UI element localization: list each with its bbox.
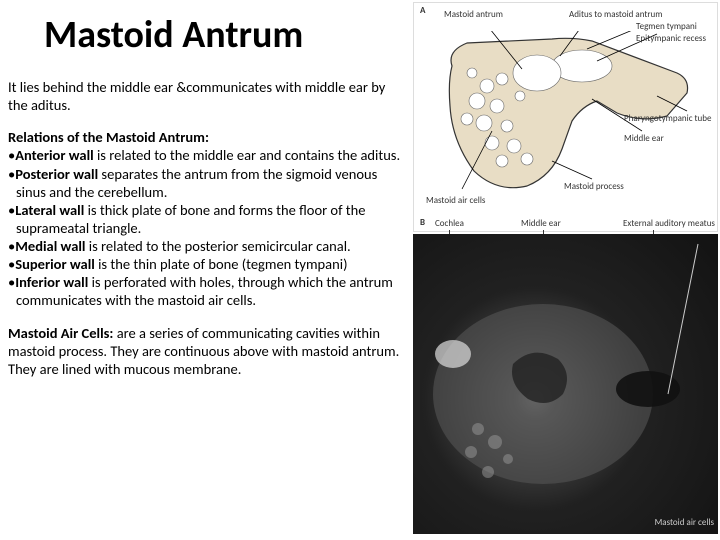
list-item: •Anterior wall is related to the middle … [8, 146, 406, 164]
label-air-cells-a: Mastoid air cells [426, 195, 485, 206]
text-column: It lies behind the middle ear &communica… [8, 78, 406, 378]
panel-b-label: B [420, 217, 425, 228]
list-item: •Superior wall is the thin plate of bone… [8, 255, 406, 273]
list-item: •Posterior wall separates the antrum fro… [8, 165, 406, 201]
label-aditus: Aditus to mastoid antrum [569, 9, 662, 20]
diagram-container: A Mastoid antrum [413, 2, 718, 534]
label-middle-ear: Middle ear [624, 133, 664, 144]
ct-label-cochlea: Cochlea [435, 218, 464, 229]
label-pharyngo: Pharyngotympanic tube [624, 113, 712, 124]
ct-label-air-cells: Mastoid air cells [655, 517, 714, 528]
air-cells-paragraph: Mastoid Air Cells: are a series of commu… [8, 324, 406, 378]
relations-heading: Relations of the Mastoid Antrum: [8, 128, 406, 146]
label-mastoid-antrum: Mastoid antrum [444, 9, 503, 20]
intro-paragraph: It lies behind the middle ear &communica… [8, 78, 406, 114]
list-item: •Medial wall is related to the posterior… [8, 237, 406, 255]
label-epitympanic: Epitympanic recess [636, 33, 706, 44]
label-tegmen: Tegmen tympani [636, 21, 697, 32]
ct-label-meatus: External auditory meatus [623, 218, 715, 229]
relations-list: •Anterior wall is related to the middle … [8, 146, 406, 309]
ct-scan-image: Mastoid air cells [413, 234, 718, 534]
panel-a-label: A [420, 5, 425, 16]
list-item: •Lateral wall is thick plate of bone and… [8, 201, 406, 237]
ct-label-middle-ear: Middle ear [521, 218, 561, 229]
list-item: •Inferior wall is perforated with holes,… [8, 273, 406, 309]
ct-structures [413, 234, 718, 534]
anatomical-diagram: A Mastoid antrum [413, 2, 718, 232]
label-mastoid-process: Mastoid process [564, 181, 624, 192]
